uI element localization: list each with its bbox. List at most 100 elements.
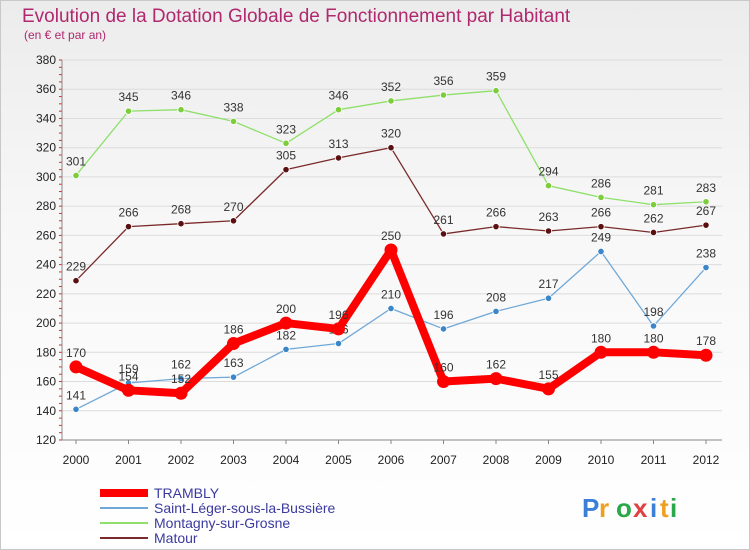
data-point bbox=[334, 106, 343, 114]
logo-letter: t bbox=[660, 493, 669, 523]
data-label: 261 bbox=[433, 213, 453, 227]
data-label: 338 bbox=[223, 100, 243, 114]
data-point bbox=[177, 220, 185, 228]
data-point bbox=[544, 294, 553, 302]
data-point bbox=[649, 322, 658, 330]
data-label: 170 bbox=[66, 346, 86, 360]
data-label: 305 bbox=[276, 149, 296, 163]
x-tick-label: 2012 bbox=[693, 453, 720, 467]
data-point bbox=[492, 87, 500, 95]
logo-letter: i bbox=[650, 493, 657, 523]
data-point bbox=[282, 345, 290, 353]
series-Montagny-sur-Grosne: 301 345 346 338 323 346 352 356 359 294 286 281 283 bbox=[66, 70, 716, 209]
data-label: 286 bbox=[591, 176, 611, 190]
data-point bbox=[597, 247, 605, 256]
data-point bbox=[647, 345, 660, 359]
logo-letter: o bbox=[616, 493, 632, 523]
x-tick-label: 2000 bbox=[63, 453, 90, 467]
data-label: 352 bbox=[381, 80, 401, 94]
y-tick-label: 180 bbox=[36, 345, 56, 359]
x-tick-label: 2005 bbox=[325, 453, 352, 467]
data-label: 263 bbox=[538, 210, 558, 224]
data-label: 162 bbox=[171, 358, 191, 372]
data-point bbox=[279, 316, 293, 330]
data-point bbox=[229, 217, 238, 225]
data-label: 294 bbox=[538, 165, 558, 179]
logo-letter: P bbox=[582, 493, 599, 523]
legend-entry: Montagny-sur-Grosne bbox=[154, 515, 290, 531]
chart-title: Evolution de la Dotation Globale de Fonc… bbox=[22, 6, 571, 27]
x-tick-label: 2008 bbox=[483, 453, 510, 467]
data-label: 346 bbox=[328, 89, 348, 103]
y-tick-label: 120 bbox=[36, 433, 56, 447]
series-layer: 141 159 162 163 182 186 210 196 208 217 249 198 238 3… bbox=[66, 70, 716, 413]
data-point bbox=[492, 307, 500, 315]
data-point bbox=[439, 230, 448, 238]
data-label: 323 bbox=[276, 122, 296, 136]
y-tick-label: 160 bbox=[36, 375, 56, 389]
data-label: 281 bbox=[643, 184, 663, 198]
x-tick-label: 2011 bbox=[641, 453, 667, 467]
data-point bbox=[702, 263, 710, 272]
data-label: 238 bbox=[696, 247, 716, 261]
axes: 120 140 160 180 200 220 240 260 280 300 320 340 360 3… bbox=[36, 53, 722, 467]
data-point bbox=[387, 304, 395, 313]
data-point bbox=[174, 386, 188, 400]
y-tick-label: 260 bbox=[36, 228, 56, 242]
data-label: 345 bbox=[118, 90, 138, 104]
data-label: 267 bbox=[696, 204, 716, 218]
data-label: 359 bbox=[486, 70, 506, 84]
y-tick-label: 380 bbox=[36, 53, 56, 67]
series-Saint-Léger-sous-la-Bussière: 141 159 162 163 182 186 210 196 208 217 249 198 238 bbox=[66, 230, 716, 413]
legend: TRAMBLYSaint-Léger-sous-la-BussièreMonta… bbox=[100, 485, 336, 546]
logo-letter: r bbox=[599, 493, 609, 523]
y-tick-label: 360 bbox=[36, 82, 56, 96]
data-point bbox=[227, 337, 240, 351]
data-point bbox=[72, 171, 80, 180]
data-label: 178 bbox=[696, 334, 716, 348]
data-label: 313 bbox=[328, 137, 348, 151]
data-label: 180 bbox=[643, 331, 663, 345]
x-tick-label: 2004 bbox=[273, 453, 300, 467]
data-label: 268 bbox=[171, 203, 191, 217]
data-point bbox=[282, 139, 290, 147]
series-TRAMBLY: 170 154 152 186 200 196 250 160 162 155 180 180 178 bbox=[66, 229, 716, 400]
data-label: 210 bbox=[381, 287, 401, 301]
data-point bbox=[177, 106, 185, 114]
data-point bbox=[124, 107, 133, 115]
data-point bbox=[439, 325, 448, 333]
legend-entry: Saint-Léger-sous-la-Bussière bbox=[154, 500, 336, 516]
data-point bbox=[489, 372, 503, 386]
data-point bbox=[699, 348, 713, 362]
data-point bbox=[594, 345, 608, 359]
data-label: 154 bbox=[118, 369, 138, 383]
data-label: 346 bbox=[171, 89, 191, 103]
data-label: 182 bbox=[276, 328, 296, 342]
x-tick-label: 2006 bbox=[378, 453, 405, 467]
x-tick-label: 2010 bbox=[588, 453, 615, 467]
data-label: 266 bbox=[118, 206, 138, 220]
data-label: 266 bbox=[591, 206, 611, 220]
data-point bbox=[387, 97, 395, 105]
data-label: 196 bbox=[328, 308, 348, 322]
logo-letter: x bbox=[633, 493, 648, 523]
data-point bbox=[334, 154, 343, 162]
data-point bbox=[72, 405, 80, 413]
data-label: 163 bbox=[223, 356, 243, 370]
legend-entry: TRAMBLY bbox=[154, 485, 220, 501]
data-point bbox=[437, 375, 450, 389]
data-point bbox=[544, 182, 553, 190]
data-point bbox=[72, 277, 80, 285]
data-point bbox=[702, 198, 710, 206]
data-label: 162 bbox=[486, 358, 506, 372]
x-tick-label: 2002 bbox=[168, 453, 195, 467]
data-point bbox=[124, 223, 133, 231]
data-point bbox=[649, 228, 658, 237]
data-label: 301 bbox=[66, 154, 86, 168]
data-point bbox=[439, 91, 448, 99]
data-point bbox=[649, 201, 658, 209]
x-tick-label: 2009 bbox=[535, 453, 562, 467]
data-point bbox=[282, 166, 290, 174]
y-tick-label: 240 bbox=[36, 258, 56, 272]
